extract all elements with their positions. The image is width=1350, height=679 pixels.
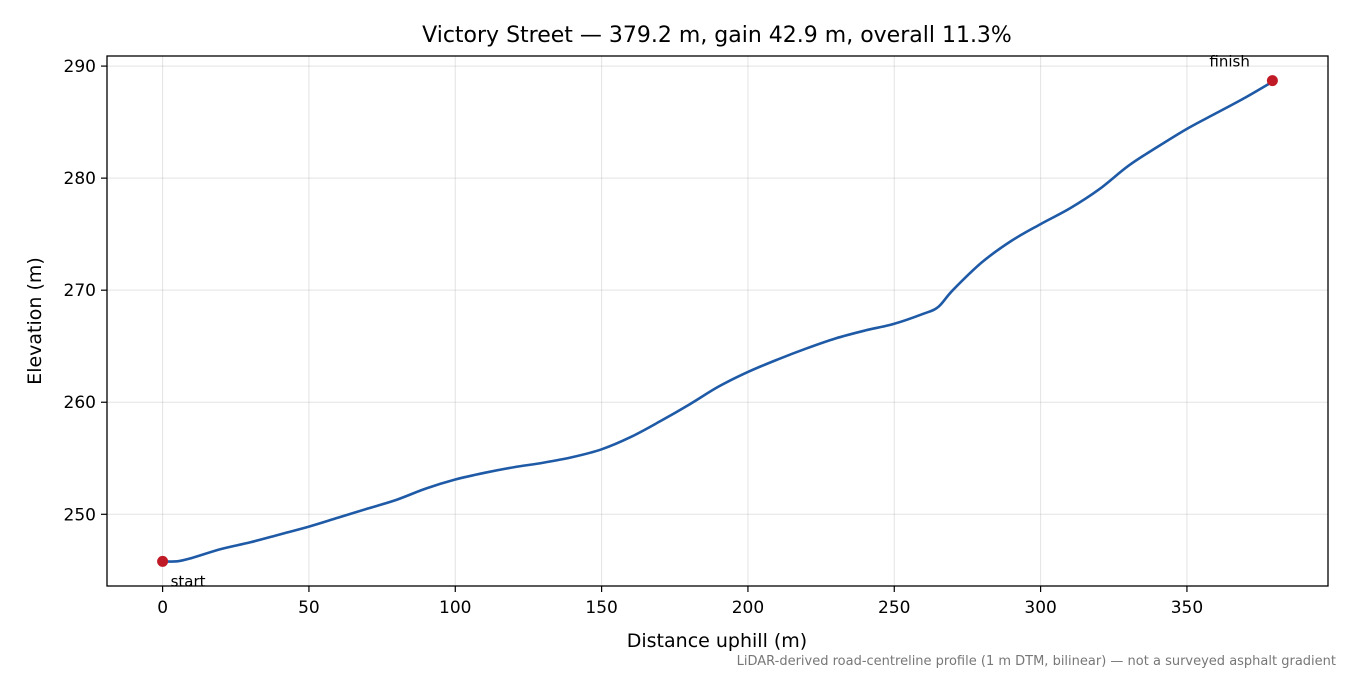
y-tick-label: 250 <box>64 505 96 525</box>
start-marker <box>157 555 169 567</box>
x-tick-label: 100 <box>439 598 471 618</box>
x-tick-label: 150 <box>585 598 617 618</box>
y-tick-label: 280 <box>64 169 96 189</box>
y-tick-label: 260 <box>64 393 96 413</box>
tick-layer: 0 50 100 150 200 250 300 350 250 260 270 280 290 <box>64 57 1204 618</box>
elevation-profile-line <box>161 80 1274 563</box>
x-tick-label: 350 <box>1171 598 1203 618</box>
grid-layer <box>107 56 1328 586</box>
x-tick-label: 0 <box>157 598 168 618</box>
y-tick-label: 270 <box>64 281 96 301</box>
y-axis-label: Elevation (m) <box>24 257 46 385</box>
x-tick-label: 250 <box>878 598 910 618</box>
finish-marker <box>1266 75 1278 87</box>
x-tick-label: 200 <box>732 598 764 618</box>
plot-frame <box>106 55 1329 587</box>
y-tick-label: 290 <box>64 57 96 77</box>
finish-label: finish <box>1209 53 1249 71</box>
data-source-note: LiDAR-derived road-centreline profile (1… <box>737 654 1336 669</box>
x-axis-label: Distance uphill (m) <box>627 630 807 652</box>
start-label: start <box>171 572 206 590</box>
marker-layer: start finish <box>157 53 1278 590</box>
x-tick-label: 50 <box>298 598 320 618</box>
x-tick-label: 300 <box>1024 598 1056 618</box>
series-layer <box>161 80 1274 563</box>
chart-title: Victory Street — 379.2 m, gain 42.9 m, o… <box>422 23 1012 48</box>
